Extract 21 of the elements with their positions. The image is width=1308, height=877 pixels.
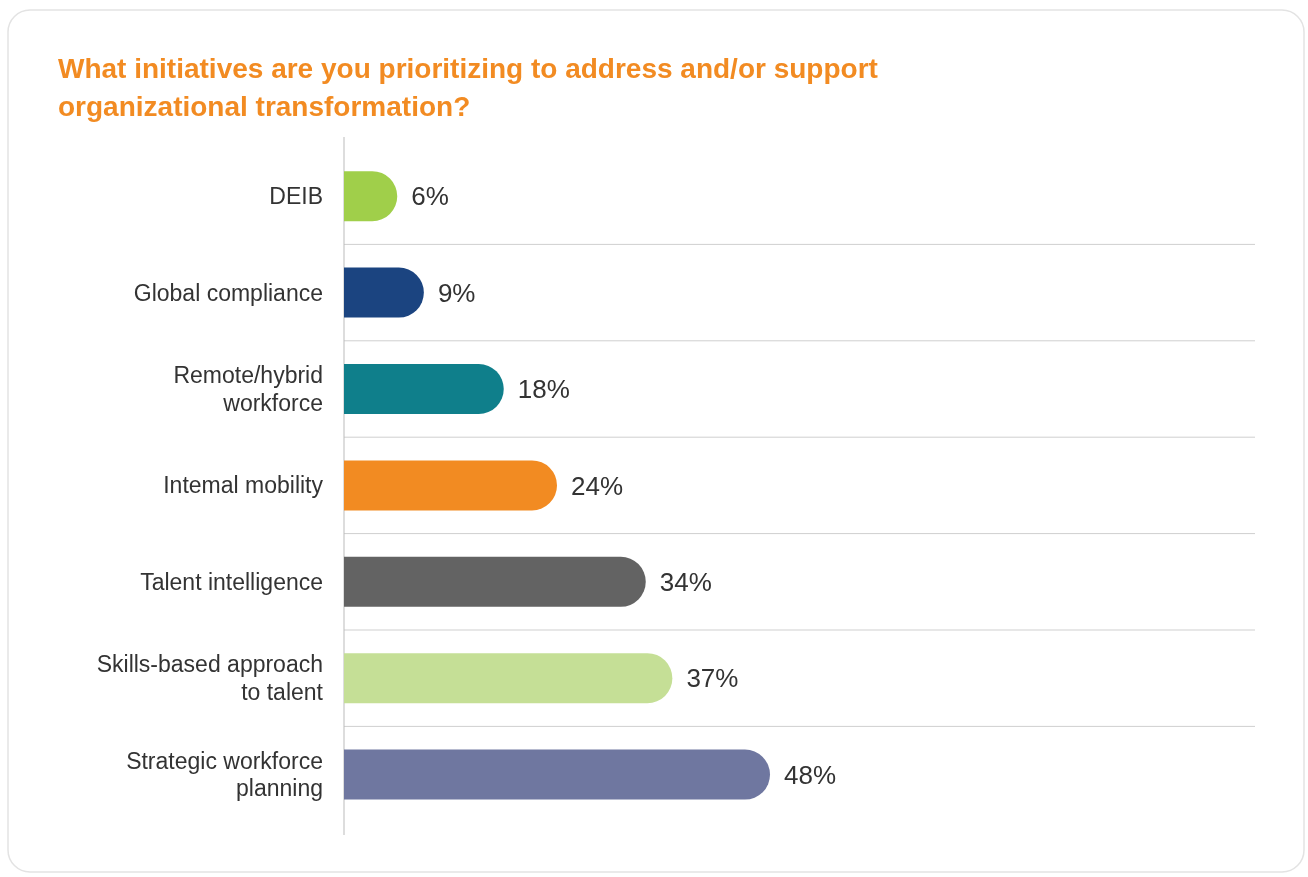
- bar: [344, 267, 424, 318]
- bar: [344, 653, 673, 704]
- y-tick-label: Remote/hybrid workforce: [173, 362, 323, 416]
- y-tick-label: Intemal mobility: [163, 472, 324, 499]
- chart-title: What initiatives are you prioritizing to address and/or support organizational transformation?: [58, 53, 878, 122]
- bar: [344, 364, 504, 414]
- data-label: 48%: [784, 759, 837, 790]
- bar: [344, 749, 770, 800]
- data-label: 24%: [571, 470, 624, 501]
- bar: [344, 460, 557, 511]
- y-tick-label: Strategic workforce planning: [126, 747, 323, 802]
- data-label: 6%: [411, 181, 449, 212]
- data-label: 18%: [517, 374, 570, 405]
- y-tick-label: Skills-based approach to talent: [96, 651, 324, 706]
- data-label: 9%: [437, 277, 476, 308]
- y-tick-label: Global compliance: [133, 279, 323, 306]
- y-tick-label: DEIB: [269, 183, 323, 210]
- y-tick-label: Talent intelligence: [140, 568, 323, 595]
- data-label: 34%: [659, 566, 712, 597]
- bar: [344, 556, 646, 607]
- data-label: 37%: [686, 663, 739, 694]
